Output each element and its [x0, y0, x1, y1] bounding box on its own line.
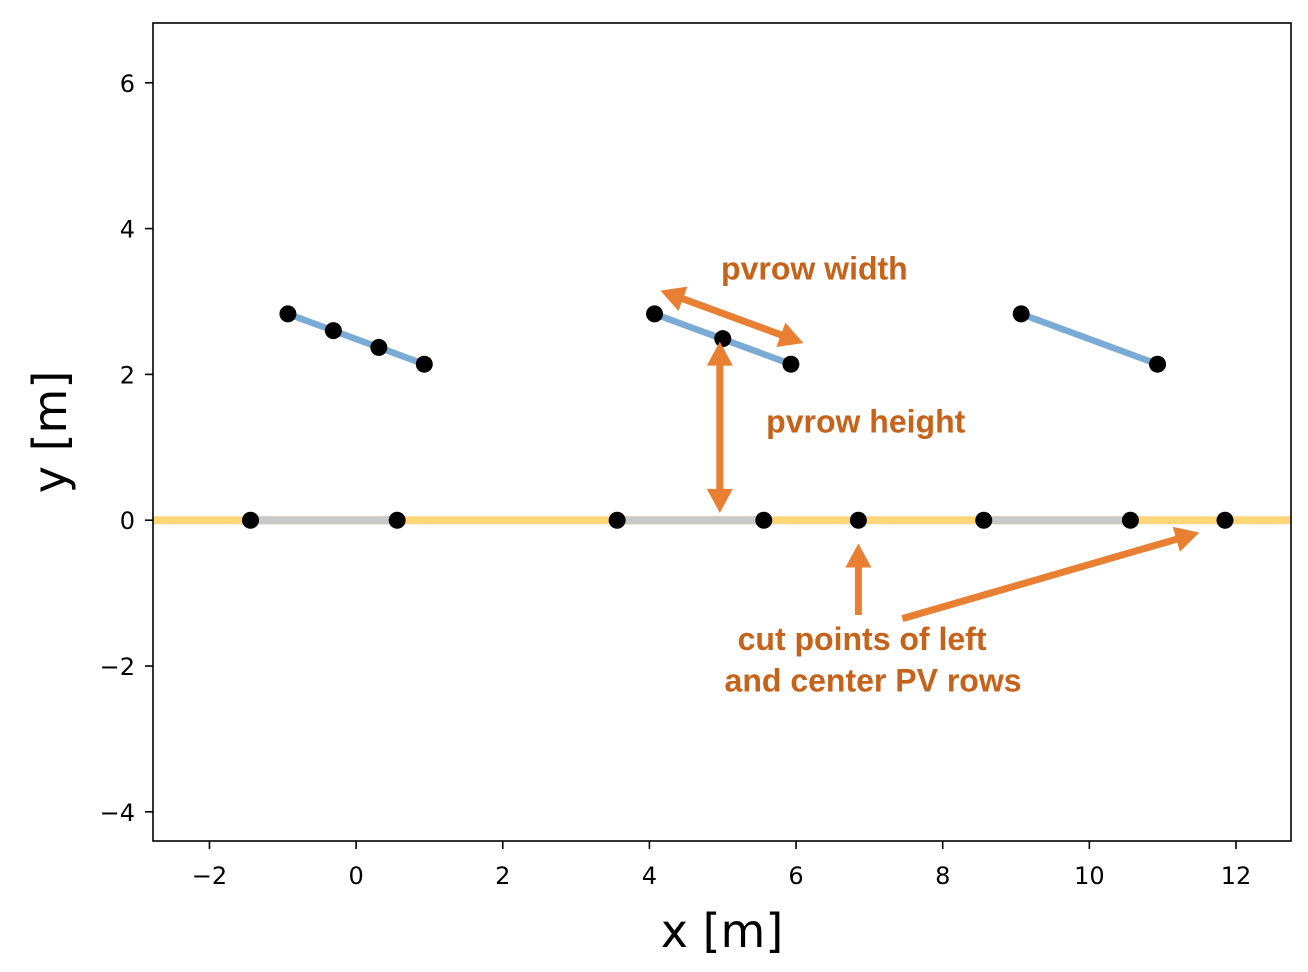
- x-tick-label: 0: [348, 862, 363, 890]
- ground-point: [242, 511, 260, 529]
- pvrow-point: [1012, 305, 1030, 323]
- x-tick-label: 4: [642, 862, 657, 890]
- pvrow-point: [714, 330, 732, 348]
- y-tick-label: −2: [100, 653, 135, 681]
- x-tick-label: 8: [935, 862, 950, 890]
- annotation-arrow-head: [660, 286, 688, 312]
- ground-point: [755, 511, 773, 529]
- y-tick-label: 0: [120, 507, 135, 535]
- ground-point: [849, 511, 867, 529]
- x-tick-label: −2: [192, 862, 227, 890]
- pvrow-point: [646, 305, 664, 323]
- ground-point: [975, 511, 993, 529]
- annotation-arrow-head: [845, 543, 872, 568]
- annotation-arrow-head: [706, 488, 733, 513]
- ground-point: [388, 511, 406, 529]
- pvrow-point: [324, 322, 342, 340]
- annotation-arrow-head: [1172, 526, 1200, 552]
- annotation-layer: pvrow width pvrow height cut points of lef…: [660, 251, 1200, 699]
- annotation-text: cut points of left: [738, 621, 987, 657]
- y-tick-label: 6: [120, 70, 135, 98]
- annotation-text: pvrow height: [766, 404, 965, 440]
- x-tick-label: 6: [788, 862, 803, 890]
- ground-point: [1121, 511, 1139, 529]
- x-axis-label: x [m]: [661, 904, 784, 958]
- pvrow-point: [782, 355, 800, 373]
- axes-frame: [152, 22, 1292, 842]
- annotation-arrow-head: [776, 322, 804, 347]
- tick-layer: −2 0 2 4 6 8 10 12 −4 −2 0 2 4 6: [100, 70, 1252, 890]
- x-tick-label: 12: [1221, 862, 1252, 890]
- ground-point: [608, 511, 626, 529]
- y-axis-label: y [m]: [23, 371, 77, 494]
- pvrow-point: [279, 305, 297, 323]
- x-tick-label: 2: [495, 862, 510, 890]
- data-layer: [153, 305, 1291, 529]
- y-tick-label: −4: [100, 799, 135, 827]
- annotation-arrow-shaft: [901, 534, 1182, 622]
- pvrow-point: [1149, 355, 1167, 373]
- pvrow-line: [1020, 310, 1159, 368]
- pvrow-point: [415, 355, 433, 373]
- annotation-arrow-shaft: [677, 294, 786, 340]
- annotation-text: pvrow width: [721, 251, 908, 287]
- pvrow-point: [370, 338, 388, 356]
- annotation-arrow-head: [706, 341, 733, 366]
- annotation-text: and center PV rows: [725, 663, 1022, 699]
- y-tick-label: 4: [120, 216, 135, 244]
- y-tick-label: 2: [120, 361, 135, 389]
- x-tick-label: 10: [1074, 862, 1105, 890]
- ground-point: [1216, 511, 1234, 529]
- pvrow-line: [286, 310, 426, 368]
